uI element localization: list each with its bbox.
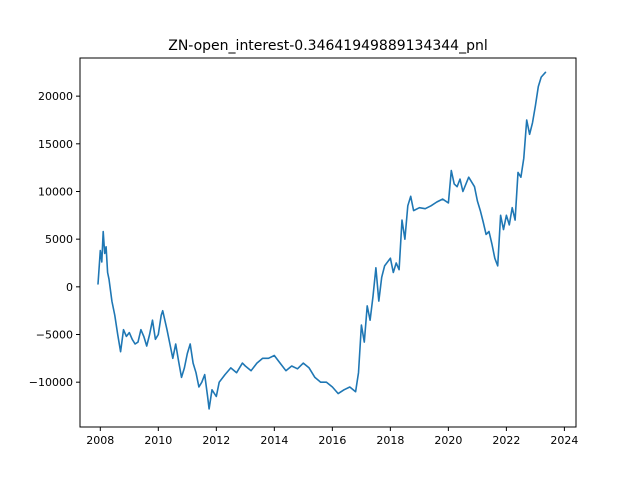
x-tick-label: 2020 [434,434,462,447]
x-tick-label: 2008 [86,434,114,447]
x-tick-label: 2018 [376,434,404,447]
x-tick-label: 2022 [492,434,520,447]
y-tick-label: −5000 [36,329,73,342]
y-tick-label: −10000 [29,376,73,389]
series-line-0 [97,71,547,410]
y-tick-label: 10000 [38,185,73,198]
series-layer [97,71,547,410]
x-tick-label: 2024 [550,434,578,447]
y-tick-label: 0 [66,281,73,294]
y-tick-label: 15000 [38,138,73,151]
y-tick-label: 20000 [38,90,73,103]
x-tick-label: 2010 [144,434,172,447]
chart-title: ZN-open_interest-0.34641949889134344_pnl [168,38,488,54]
x-tick-label: 2016 [318,434,346,447]
x-tick-label: 2012 [202,434,230,447]
axes-layer: 2008 2010 2012 2014 2016 2018 2020 2022 2024 −100… [29,57,578,447]
x-tick-label: 2014 [260,434,288,447]
y-tick-label: 5000 [45,233,73,246]
axes-frame [79,57,577,428]
